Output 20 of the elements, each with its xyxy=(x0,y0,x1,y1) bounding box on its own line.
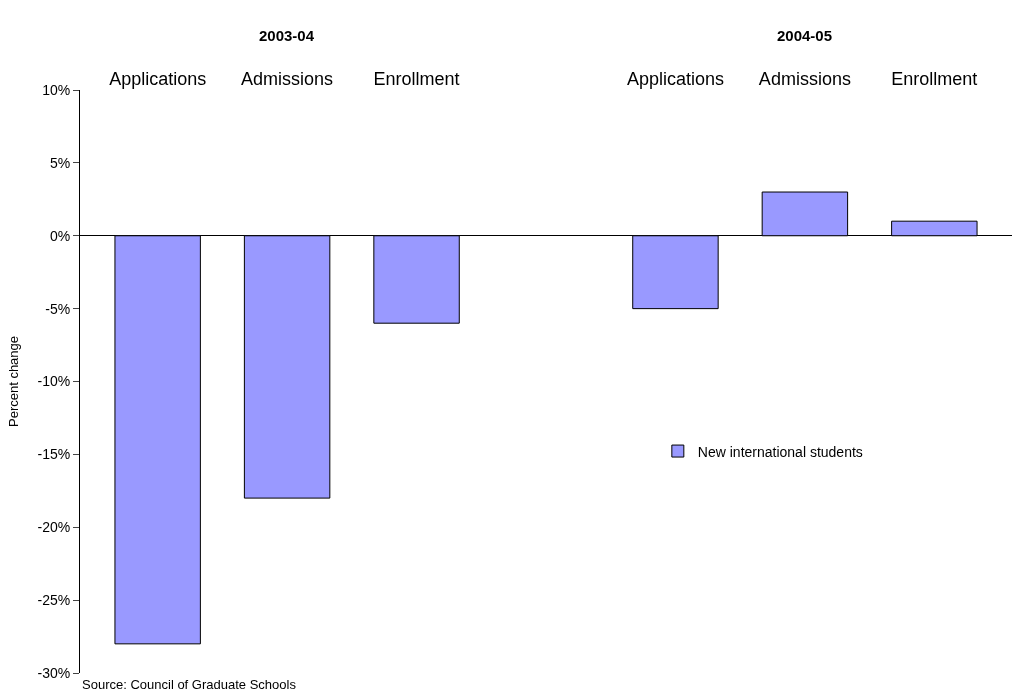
text: 2004-05 xyxy=(777,27,833,44)
y-tick-label: -10% xyxy=(37,373,71,390)
x-tick-label: Admissions xyxy=(241,69,334,90)
x-tick-label: Enrollment xyxy=(891,69,978,90)
y-tick-label: -20% xyxy=(37,519,71,536)
y-tick-label: -15% xyxy=(37,446,71,463)
y-tick-label: -30% xyxy=(37,664,71,681)
y-axis-title: Percent change xyxy=(6,335,22,428)
text: 2003-04 xyxy=(259,27,315,44)
source-note: Source: Council of Graduate Schools xyxy=(82,677,297,692)
x-tick-label: Enrollment xyxy=(373,69,460,90)
y-tick-label: 0% xyxy=(49,227,71,244)
x-tick-label: Applications xyxy=(109,69,207,90)
y-tick-label: 10% xyxy=(42,81,71,98)
y-tick-label: 5% xyxy=(49,154,71,171)
x-tick-label: Admissions xyxy=(758,69,851,90)
y-tick-label: -5% xyxy=(45,300,71,317)
y-tick-label: -25% xyxy=(37,592,71,609)
x-tick-label: Applications xyxy=(626,69,724,90)
legend-label: New international students xyxy=(697,443,863,460)
